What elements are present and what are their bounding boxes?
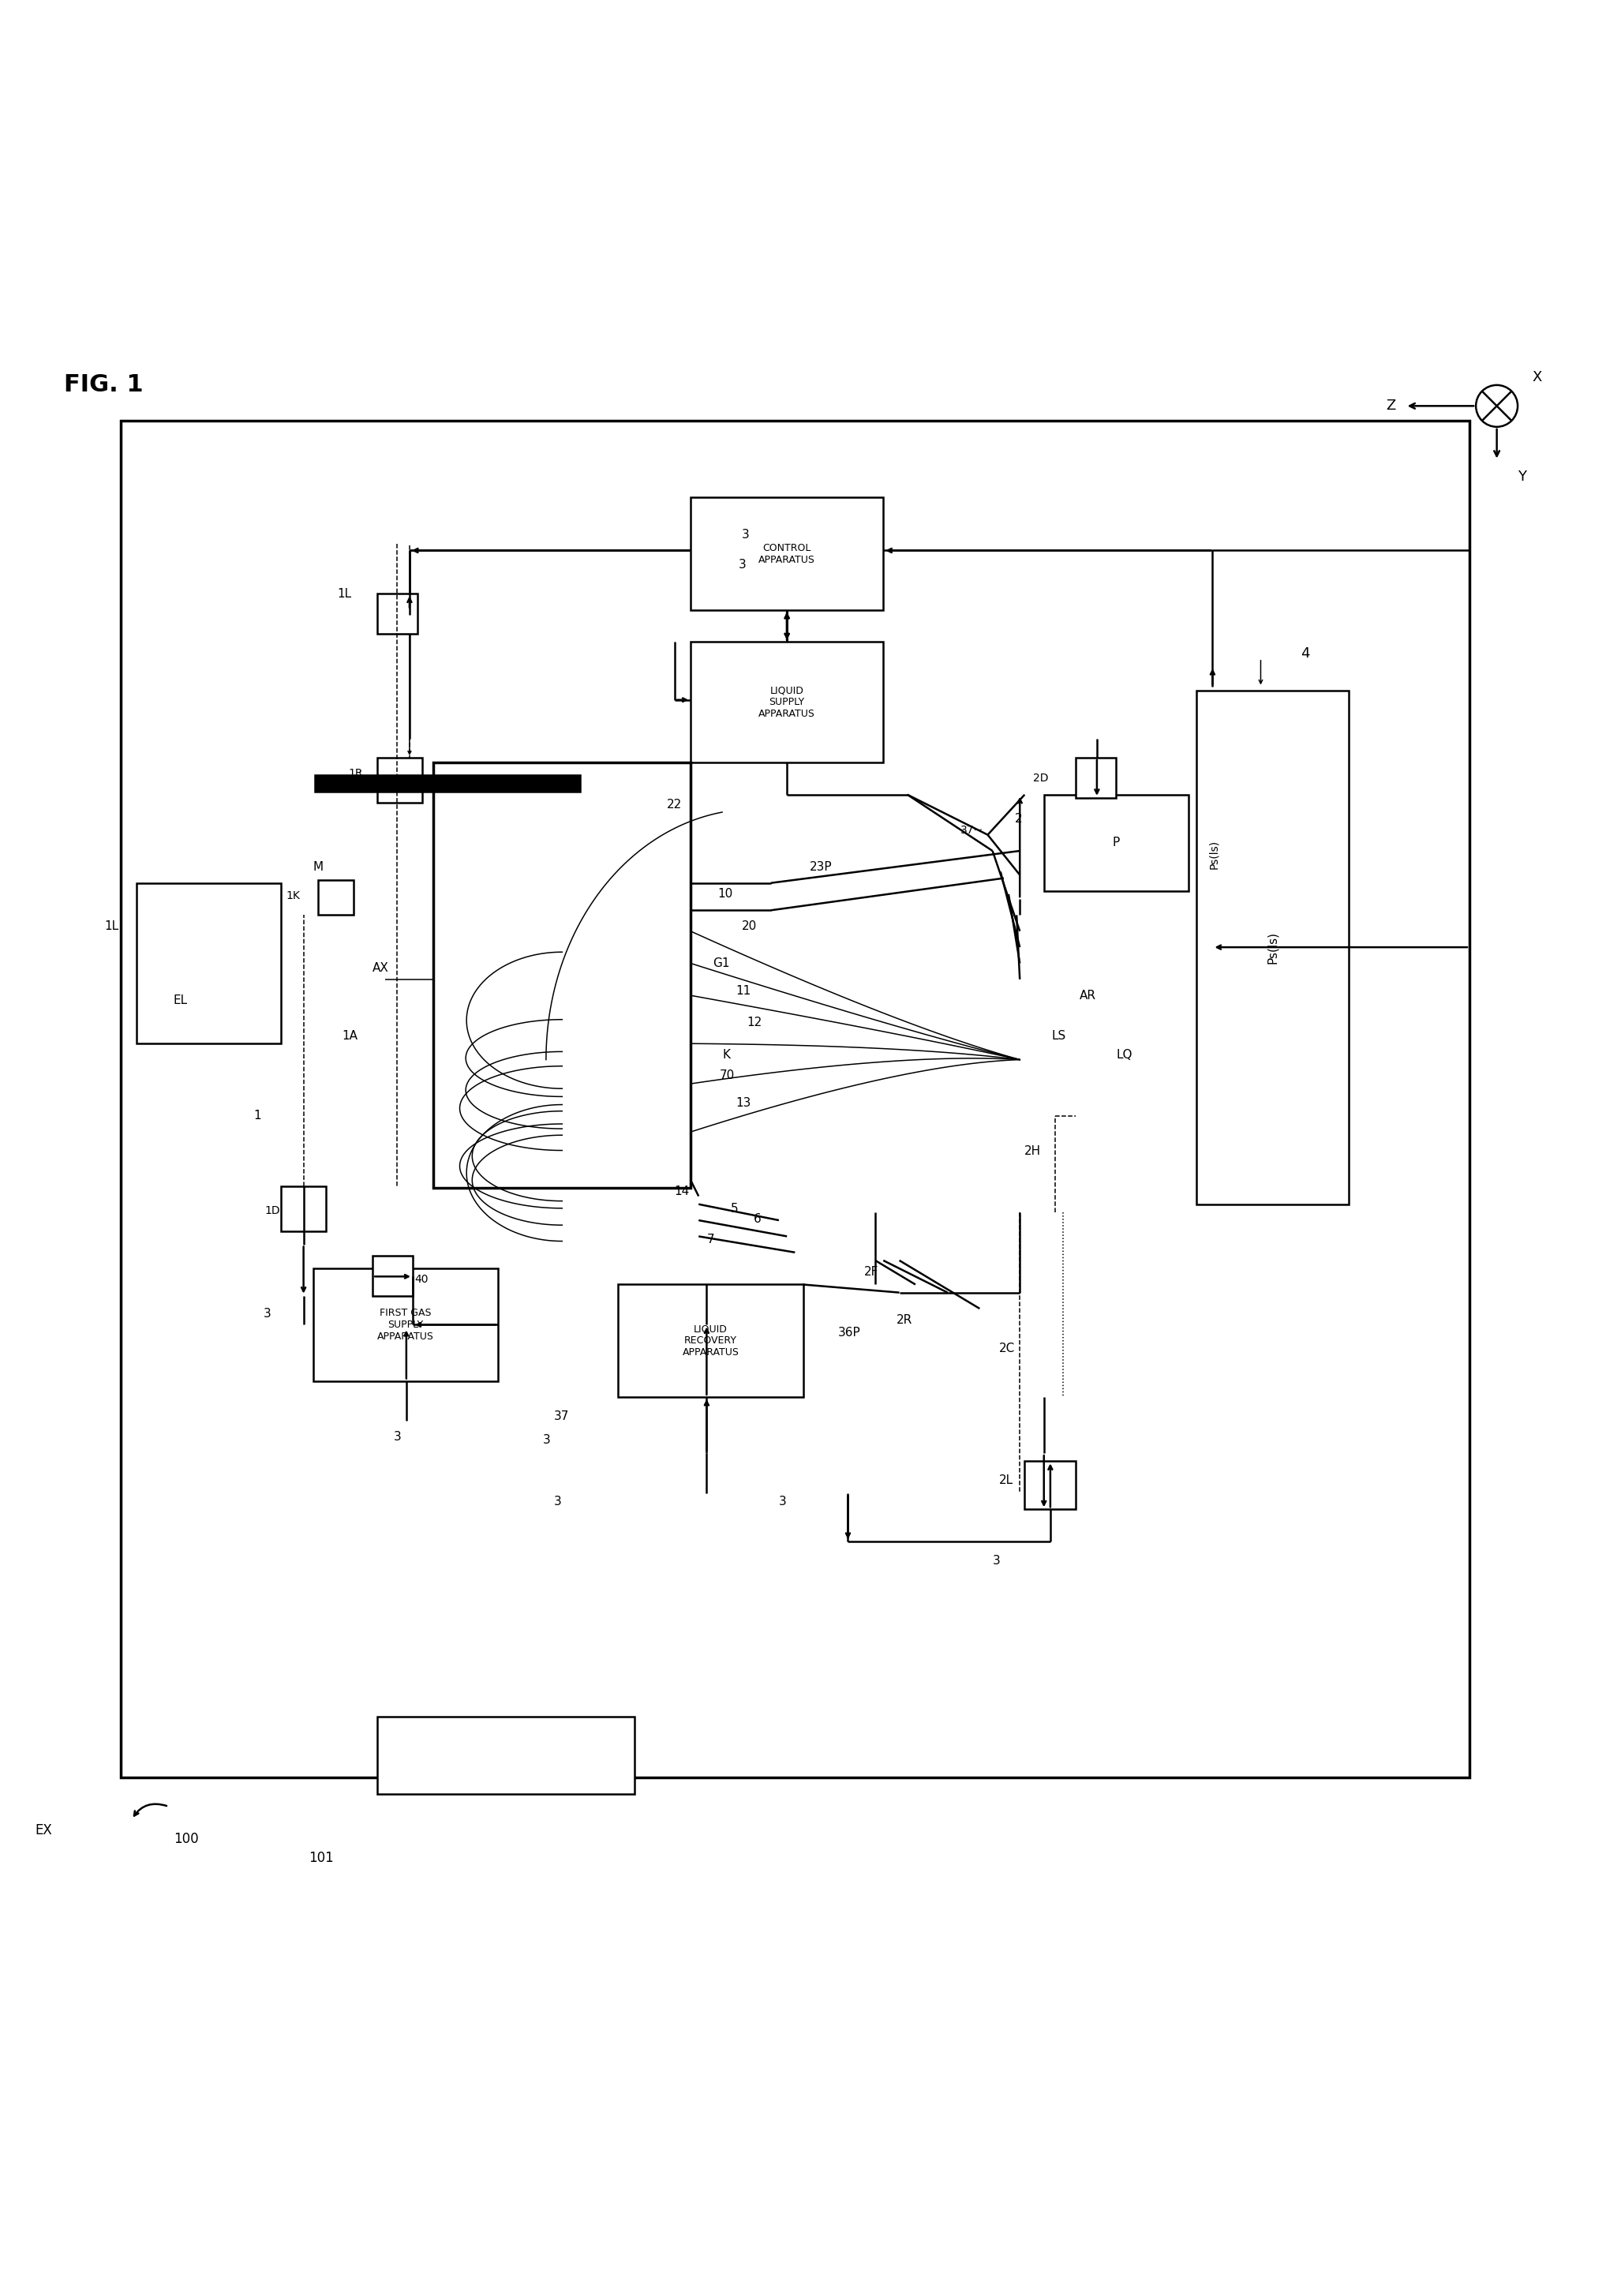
Text: 22: 22 bbox=[666, 799, 681, 810]
Circle shape bbox=[1476, 386, 1518, 427]
Bar bbox=[1196, 691, 1349, 1203]
Bar bbox=[1076, 758, 1116, 797]
Text: G1: G1 bbox=[713, 957, 731, 969]
Text: 1R: 1R bbox=[349, 769, 363, 778]
Text: FIG. 1: FIG. 1 bbox=[64, 374, 143, 397]
Text: PL: PL bbox=[559, 778, 573, 790]
Text: 37: 37 bbox=[554, 1410, 570, 1421]
Bar bbox=[120, 420, 1469, 1777]
Text: EL: EL bbox=[173, 994, 188, 1006]
Text: 1A: 1A bbox=[342, 1029, 358, 1042]
Text: 12: 12 bbox=[747, 1017, 761, 1029]
Bar bbox=[1044, 794, 1188, 891]
Text: 1L: 1L bbox=[337, 588, 352, 599]
Text: P: P bbox=[1113, 838, 1119, 850]
Text: LIQUID
RECOVERY
APPARATUS: LIQUID RECOVERY APPARATUS bbox=[683, 1325, 739, 1357]
Text: 37~: 37~ bbox=[960, 824, 983, 836]
Text: LS: LS bbox=[1052, 1029, 1066, 1042]
Bar bbox=[318, 879, 353, 916]
Bar bbox=[691, 498, 883, 611]
Text: 14: 14 bbox=[675, 1185, 689, 1196]
Text: 7: 7 bbox=[707, 1233, 715, 1244]
Bar bbox=[691, 643, 883, 762]
Text: 100: 100 bbox=[173, 1832, 199, 1846]
Text: 2H: 2H bbox=[1025, 1146, 1041, 1157]
Text: 36P: 36P bbox=[838, 1327, 861, 1339]
Text: 23P: 23P bbox=[809, 861, 832, 872]
Bar bbox=[1025, 1460, 1076, 1508]
Text: X: X bbox=[1532, 370, 1542, 383]
Text: 2F: 2F bbox=[864, 1265, 878, 1277]
Text: LIQUID
SUPPLY
APPARATUS: LIQUID SUPPLY APPARATUS bbox=[758, 684, 816, 719]
Bar bbox=[313, 1267, 498, 1380]
Text: 3: 3 bbox=[993, 1554, 1001, 1566]
Text: Y: Y bbox=[1518, 468, 1526, 484]
Text: 6: 6 bbox=[753, 1212, 761, 1224]
Text: 101: 101 bbox=[308, 1851, 334, 1864]
Text: Ps(ls): Ps(ls) bbox=[1209, 840, 1219, 868]
Text: 3: 3 bbox=[393, 1430, 402, 1442]
Bar bbox=[377, 595, 418, 634]
Text: M: M bbox=[313, 861, 323, 872]
Text: AX: AX bbox=[373, 962, 389, 974]
Text: 3: 3 bbox=[739, 558, 747, 572]
Text: EX: EX bbox=[35, 1823, 53, 1837]
Text: 2D: 2D bbox=[1033, 774, 1049, 785]
Text: LQ: LQ bbox=[1116, 1049, 1132, 1061]
Text: 70: 70 bbox=[719, 1070, 734, 1081]
Bar bbox=[618, 1283, 803, 1396]
Text: Ms (Os): Ms (Os) bbox=[410, 778, 451, 790]
Bar bbox=[281, 1187, 326, 1231]
Bar bbox=[137, 884, 281, 1045]
Text: 1K: 1K bbox=[286, 891, 300, 902]
Text: 3: 3 bbox=[779, 1495, 787, 1506]
Bar bbox=[434, 762, 691, 1187]
Text: CONTROL
APPARATUS: CONTROL APPARATUS bbox=[758, 542, 816, 565]
Text: 1D: 1D bbox=[265, 1205, 281, 1217]
Text: 3: 3 bbox=[554, 1495, 562, 1506]
Text: 4: 4 bbox=[1301, 645, 1310, 661]
Text: 2C: 2C bbox=[999, 1343, 1015, 1355]
Text: 20: 20 bbox=[742, 921, 756, 932]
Text: K: K bbox=[723, 1049, 731, 1061]
Text: 1L: 1L bbox=[104, 921, 119, 932]
Text: Ps(ls): Ps(ls) bbox=[1267, 932, 1278, 964]
Text: 11: 11 bbox=[736, 985, 750, 996]
Text: 40: 40 bbox=[414, 1274, 429, 1286]
Text: Z: Z bbox=[1386, 400, 1396, 413]
Bar bbox=[315, 776, 580, 792]
Bar bbox=[377, 758, 422, 804]
Bar bbox=[373, 1256, 413, 1295]
Text: FIRST GAS
SUPPLY
APPARATUS: FIRST GAS SUPPLY APPARATUS bbox=[377, 1309, 434, 1341]
Bar bbox=[377, 1717, 634, 1793]
Text: 3: 3 bbox=[543, 1435, 551, 1446]
Text: 1: 1 bbox=[254, 1109, 262, 1123]
Text: 3: 3 bbox=[263, 1306, 271, 1320]
Text: 2: 2 bbox=[1015, 813, 1023, 824]
Text: 2L: 2L bbox=[999, 1474, 1013, 1486]
Text: AR: AR bbox=[1079, 990, 1095, 1001]
Text: 5: 5 bbox=[731, 1203, 739, 1215]
Text: 13: 13 bbox=[736, 1097, 752, 1109]
Text: 3: 3 bbox=[742, 528, 750, 540]
Text: 2R: 2R bbox=[896, 1313, 912, 1325]
Text: 10: 10 bbox=[718, 889, 732, 900]
